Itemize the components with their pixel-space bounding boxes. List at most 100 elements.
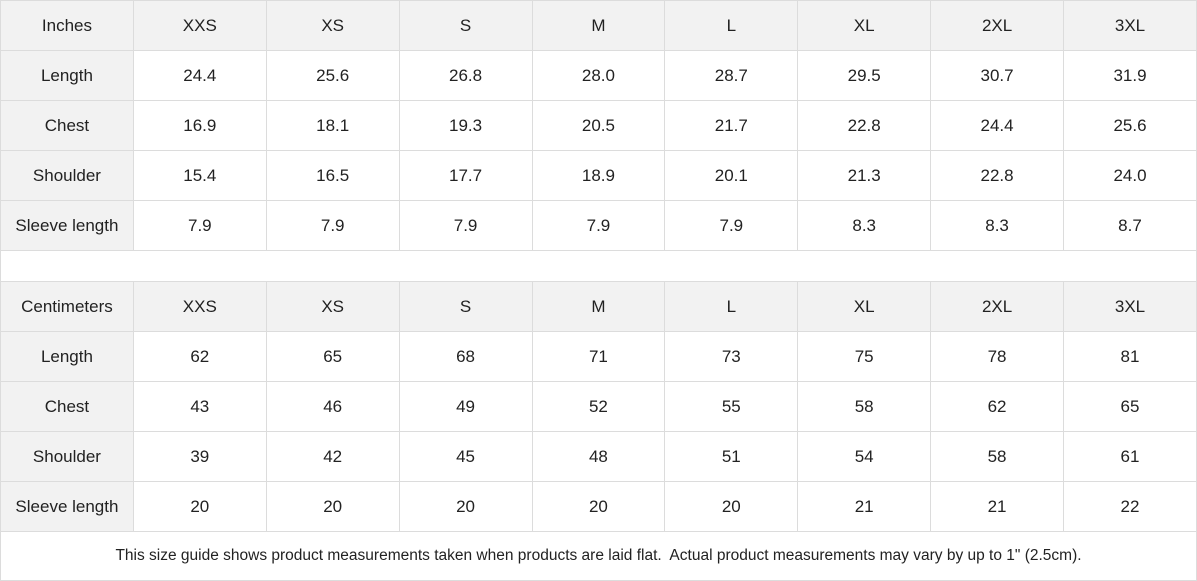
measurement-value: 16.9 xyxy=(132,100,267,151)
measurement-value: 43 xyxy=(132,381,267,432)
centimeters-size-table: Centimeters XXS XS S M L XL 2XL 3XL Length 62 65 68 7… xyxy=(0,281,1197,532)
measurement-value: 21 xyxy=(930,481,1064,532)
measurement-value: 73 xyxy=(664,331,799,382)
measurement-value: 46 xyxy=(265,381,400,432)
measurement-value: 15.4 xyxy=(132,150,267,201)
size-header: L xyxy=(664,0,799,51)
measurement-value: 39 xyxy=(132,431,267,482)
size-header: XS xyxy=(265,0,400,51)
measurement-value: 25.6 xyxy=(1063,100,1197,151)
measurement-value: 68 xyxy=(398,331,533,382)
measurement-value: 52 xyxy=(531,381,666,432)
measurement-value: 21 xyxy=(797,481,932,532)
measurement-value: 20 xyxy=(265,481,400,532)
measurement-value: 22 xyxy=(1063,481,1197,532)
measurement-label: Chest xyxy=(0,381,134,432)
unit-header: Centimeters xyxy=(0,281,134,332)
measurement-label: Shoulder xyxy=(0,431,134,482)
measurement-value: 21.3 xyxy=(797,150,932,201)
table-row: Chest 43 46 49 52 55 58 62 65 xyxy=(0,381,1197,432)
inches-size-table: Inches XXS XS S M L XL 2XL 3XL Length 24.4 25.6 26.8… xyxy=(0,0,1197,251)
size-header: L xyxy=(664,281,799,332)
measurement-value: 20.1 xyxy=(664,150,799,201)
measurement-value: 49 xyxy=(398,381,533,432)
measurement-value: 8.7 xyxy=(1063,200,1197,251)
measurement-value: 54 xyxy=(797,431,932,482)
size-header: XL xyxy=(797,0,932,51)
measurement-value: 65 xyxy=(1063,381,1197,432)
measurement-value: 18.9 xyxy=(531,150,666,201)
measurement-value: 31.9 xyxy=(1063,50,1197,101)
measurement-value: 20 xyxy=(664,481,799,532)
size-header: 2XL xyxy=(930,0,1064,51)
measurement-value: 30.7 xyxy=(930,50,1064,101)
measurement-value: 28.7 xyxy=(664,50,799,101)
measurement-value: 16.5 xyxy=(265,150,400,201)
measurement-value: 22.8 xyxy=(797,100,932,151)
measurement-value: 81 xyxy=(1063,331,1197,382)
size-header: XXS xyxy=(132,281,267,332)
measurement-value: 48 xyxy=(531,431,666,482)
size-header: M xyxy=(531,0,666,51)
measurement-value: 24.0 xyxy=(1063,150,1197,201)
measurement-value: 20.5 xyxy=(531,100,666,151)
size-header: 3XL xyxy=(1063,281,1197,332)
measurement-value: 25.6 xyxy=(265,50,400,101)
measurement-value: 26.8 xyxy=(398,50,533,101)
measurement-value: 8.3 xyxy=(930,200,1064,251)
size-header: 3XL xyxy=(1063,0,1197,51)
measurement-value: 28.0 xyxy=(531,50,666,101)
measurement-value: 62 xyxy=(132,331,267,382)
measurement-value: 7.9 xyxy=(398,200,533,251)
measurement-value: 58 xyxy=(797,381,932,432)
measurement-value: 24.4 xyxy=(132,50,267,101)
measurement-value: 62 xyxy=(930,381,1064,432)
measurement-value: 61 xyxy=(1063,431,1197,482)
header-row: Inches XXS XS S M L XL 2XL 3XL xyxy=(0,0,1197,51)
size-header: XS xyxy=(265,281,400,332)
table-row: Length 62 65 68 71 73 75 78 81 xyxy=(0,331,1197,382)
measurement-value: 20 xyxy=(398,481,533,532)
measurement-value: 17.7 xyxy=(398,150,533,201)
measurement-label: Shoulder xyxy=(0,150,134,201)
measurement-value: 22.8 xyxy=(930,150,1064,201)
measurement-label: Length xyxy=(0,50,134,101)
measurement-label: Length xyxy=(0,331,134,382)
measurement-value: 20 xyxy=(132,481,267,532)
measurement-value: 71 xyxy=(531,331,666,382)
measurement-value: 18.1 xyxy=(265,100,400,151)
measurement-value: 7.9 xyxy=(132,200,267,251)
table-row: Shoulder 39 42 45 48 51 54 58 61 xyxy=(0,431,1197,482)
size-guide-note: This size guide shows product measuremen… xyxy=(0,532,1197,581)
measurement-value: 7.9 xyxy=(664,200,799,251)
table-spacer xyxy=(0,251,1197,281)
measurement-value: 42 xyxy=(265,431,400,482)
measurement-value: 20 xyxy=(531,481,666,532)
measurement-value: 78 xyxy=(930,331,1064,382)
size-header: M xyxy=(531,281,666,332)
measurement-value: 65 xyxy=(265,331,400,382)
measurement-value: 55 xyxy=(664,381,799,432)
table-row: Chest 16.9 18.1 19.3 20.5 21.7 22.8 24.4 25.6 xyxy=(0,100,1197,151)
measurement-label: Sleeve length xyxy=(0,200,134,251)
measurement-value: 7.9 xyxy=(531,200,666,251)
measurement-value: 8.3 xyxy=(797,200,932,251)
size-header: 2XL xyxy=(930,281,1064,332)
measurement-value: 75 xyxy=(797,331,932,382)
measurement-value: 24.4 xyxy=(930,100,1064,151)
table-row: Sleeve length 7.9 7.9 7.9 7.9 7.9 8.3 8.3 8.7 xyxy=(0,200,1197,251)
measurement-value: 51 xyxy=(664,431,799,482)
measurement-value: 29.5 xyxy=(797,50,932,101)
size-header: S xyxy=(398,281,533,332)
measurement-label: Chest xyxy=(0,100,134,151)
measurement-value: 45 xyxy=(398,431,533,482)
size-header: S xyxy=(398,0,533,51)
measurement-label: Sleeve length xyxy=(0,481,134,532)
measurement-value: 21.7 xyxy=(664,100,799,151)
table-row: Sleeve length 20 20 20 20 20 21 21 22 xyxy=(0,481,1197,532)
measurement-value: 58 xyxy=(930,431,1064,482)
size-header: XL xyxy=(797,281,932,332)
unit-header: Inches xyxy=(0,0,134,51)
header-row: Centimeters XXS XS S M L XL 2XL 3XL xyxy=(0,281,1197,332)
measurement-value: 19.3 xyxy=(398,100,533,151)
